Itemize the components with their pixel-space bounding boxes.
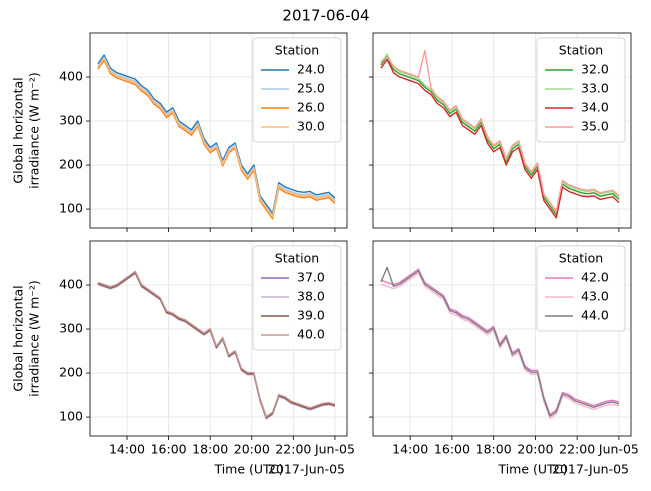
series-line	[380, 266, 620, 417]
legend-label: 34.0	[581, 100, 609, 115]
legend-box	[536, 37, 626, 143]
legend-label: 24.0	[297, 62, 325, 77]
series-line	[97, 54, 336, 215]
panel: 14:00 16:00 18:00 20:00 22:00 Jun-05 100 200 300…	[11, 240, 355, 477]
legend-label: 38.0	[297, 289, 325, 304]
y-tick-label: 400	[59, 277, 83, 292]
series-line	[380, 49, 620, 212]
panel: Station 32.0 33.0 34.0 35.0	[369, 32, 632, 232]
legend-box	[536, 245, 626, 332]
x-tick-label: 14:00	[109, 442, 145, 457]
series-line	[380, 272, 620, 420]
y-tick-label: 100	[59, 409, 83, 424]
x-tick-label: 14:00	[392, 442, 428, 457]
y-axis-label: Global horizontal	[11, 77, 26, 183]
axes-frame	[372, 32, 632, 229]
x-offset-label: 2017-Jun-05	[552, 462, 629, 477]
x-tick-label: 18:00	[476, 442, 512, 457]
series-line	[97, 270, 336, 418]
y-tick-label: 200	[59, 365, 83, 380]
y-axis-label: irradiance (W m⁻²)	[27, 280, 42, 397]
x-tick-label: 20:00	[517, 442, 553, 457]
legend-box	[252, 245, 342, 351]
legend-label: 44.0	[581, 308, 609, 323]
y-tick-label: 200	[59, 157, 83, 172]
figure-title: 2017-06-04	[282, 7, 369, 25]
legend-title: Station	[275, 43, 319, 58]
y-tick-label: 100	[59, 201, 83, 216]
x-tick-label: 16:00	[434, 442, 470, 457]
legend-label: 39.0	[297, 308, 325, 323]
legend-label: 26.0	[297, 100, 325, 115]
legend-label: 33.0	[581, 81, 609, 96]
legend-label: 40.0	[297, 327, 325, 342]
legend-title: Station	[275, 251, 319, 266]
x-tick-label: 20:00	[234, 442, 270, 457]
panel: 14:00 16:00 18:00 20:00 22:00 Jun-05 Station 42…	[369, 240, 639, 477]
y-tick-label: 400	[59, 69, 83, 84]
legend-label: 32.0	[581, 62, 609, 77]
series-line	[97, 57, 336, 218]
x-axis-label: Time (UTC)	[497, 462, 567, 477]
legend-label: 35.0	[581, 119, 609, 134]
axes-frame	[89, 32, 348, 229]
legend-title: Station	[559, 43, 603, 58]
x-tick-label: Jun-05	[598, 442, 639, 457]
y-tick-label: 300	[59, 321, 83, 336]
x-tick-label: Jun-05	[314, 442, 355, 457]
y-tick-label: 300	[59, 113, 83, 128]
x-tick-label: 22:00	[275, 442, 311, 457]
series-line	[380, 58, 620, 219]
legend-label: 30.0	[297, 119, 325, 134]
legend-label: 43.0	[581, 289, 609, 304]
legend-label: 42.0	[581, 270, 609, 285]
x-tick-label: 16:00	[151, 442, 187, 457]
axes-frame	[372, 240, 632, 437]
x-tick-label: 18:00	[192, 442, 228, 457]
legend-box	[252, 37, 342, 143]
x-axis-label: Time (UTC)	[213, 462, 283, 477]
panel: 100 200 300 400 Station 24.0 25.0 26.0 30.0 Globa…	[11, 32, 348, 232]
x-tick-label: 22:00	[559, 442, 595, 457]
legend-label: 37.0	[297, 270, 325, 285]
y-axis-label: Global horizontal	[11, 285, 26, 391]
series-line	[97, 56, 336, 217]
axes-frame	[89, 240, 348, 437]
legend-title: Station	[559, 251, 603, 266]
x-offset-label: 2017-Jun-05	[268, 462, 345, 477]
y-axis-label: irradiance (W m⁻²)	[27, 72, 42, 189]
series-line	[380, 55, 620, 216]
legend-label: 25.0	[297, 81, 325, 96]
